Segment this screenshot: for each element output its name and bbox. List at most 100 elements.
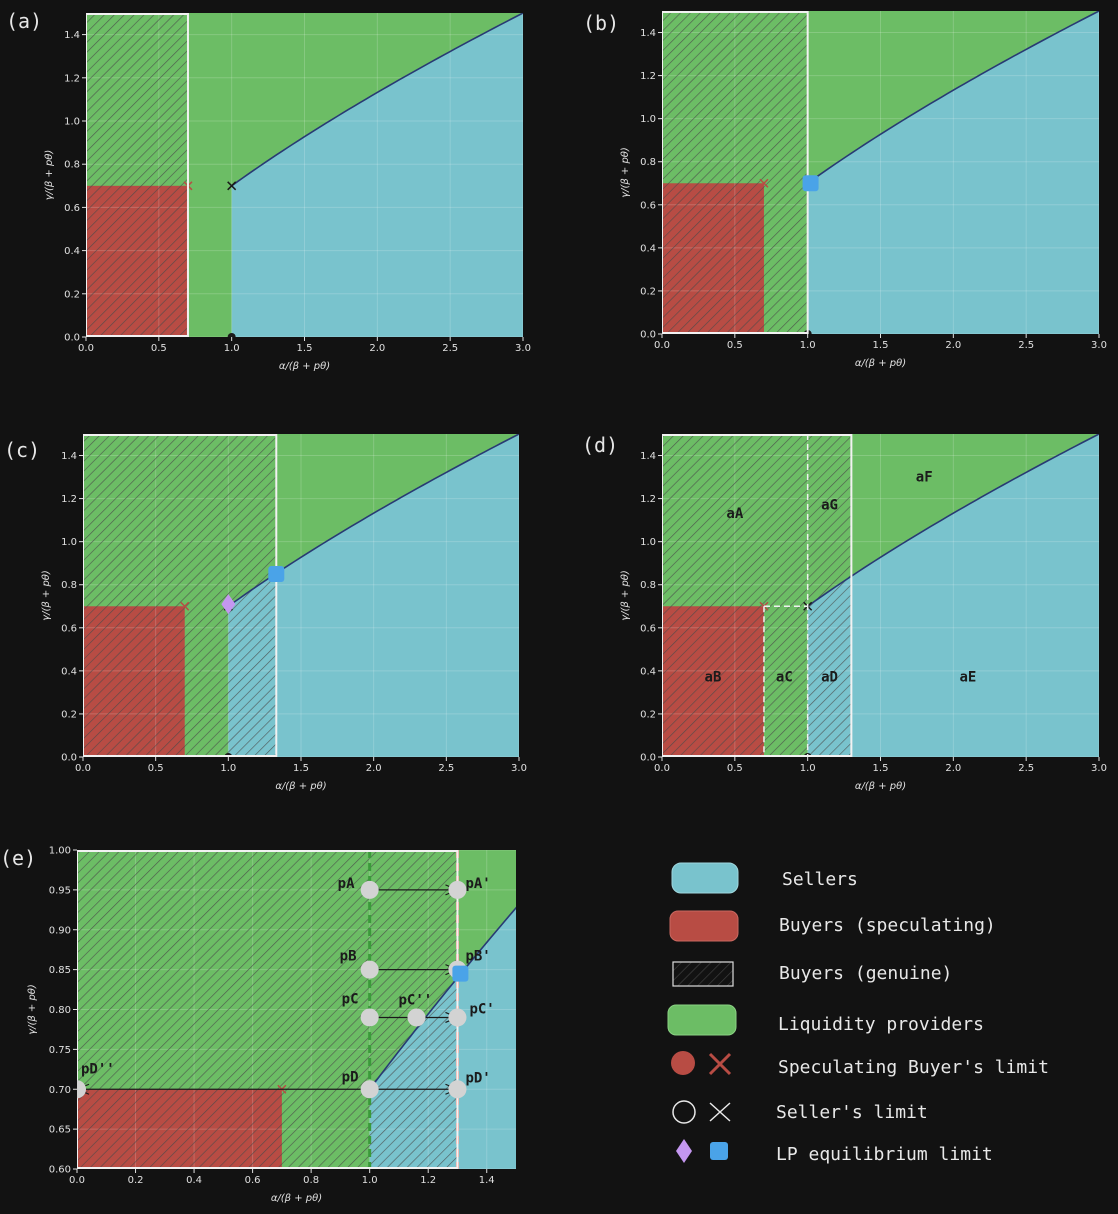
state-point [360, 1080, 379, 1099]
state-point-label: pB' [465, 949, 490, 965]
legend-label-speculating-buyer-limit: Speculating Buyer's limit [778, 1057, 1049, 1078]
x-tick-label: 1.5 [873, 340, 889, 351]
legend-swatch-buyers-genuine [672, 961, 734, 987]
x-tick-label: 1.0 [800, 340, 816, 351]
legend-swatch-sellers [671, 862, 739, 894]
state-point [448, 880, 467, 899]
y-tick-label: 1.4 [64, 30, 80, 41]
legend-label-buyers-genuine: Buyers (genuine) [779, 963, 952, 984]
x-tick-label: 2.0 [945, 340, 961, 351]
seller-lp-boundary-line [231, 13, 523, 187]
state-point [360, 1008, 379, 1027]
x-tick-label: 0.0 [654, 340, 670, 351]
y-tick-label: 0.70 [49, 1085, 71, 1096]
x-tick-label: 0.5 [727, 763, 743, 774]
state-point [77, 1080, 86, 1099]
y-axis-label: γ/(β + pθ) [620, 147, 631, 198]
y-tick-label: 0.95 [49, 885, 71, 896]
state-point [360, 880, 379, 899]
y-tick-label: 0.6 [640, 200, 656, 211]
state-point-label: pB [340, 949, 357, 965]
y-tick-label: 1.00 [49, 846, 71, 857]
state-point-label: pC'' [398, 992, 432, 1008]
lp-equilibrium-square [802, 175, 819, 192]
region-buyers-genuine [662, 11, 808, 334]
x-axis-label: α/(β + pθ) [279, 361, 330, 372]
y-tick-label: 0.2 [61, 709, 77, 720]
region-sellers [807, 11, 1099, 334]
y-axis-label: γ/(β + pθ) [44, 150, 55, 201]
region-buyers-genuine [77, 850, 458, 1169]
legend-seller-x-marker [709, 1102, 731, 1122]
x-axis-label: α/(β + pθ) [855, 358, 906, 369]
x-tick-label: 2.5 [1018, 340, 1034, 351]
region-sellers [807, 434, 1099, 757]
y-tick-label: 0.6 [64, 203, 80, 214]
lp-equilibrium-square [268, 565, 285, 582]
x-tick-label: 1.5 [293, 763, 309, 774]
x-tick-label: 0.5 [151, 343, 167, 354]
y-tick-label: 1.0 [64, 117, 80, 128]
y-tick-label: 0.8 [61, 580, 77, 591]
legend-label-liquidity-providers: Liquidity providers [778, 1014, 984, 1035]
y-tick-label: 1.4 [640, 451, 656, 462]
panel-label: (d) [582, 433, 618, 457]
x-tick-label: 1.0 [220, 763, 236, 774]
legend-buyer-circle-marker [671, 1051, 695, 1075]
x-tick-label: 3.0 [511, 763, 527, 774]
panel-label: (c) [4, 438, 40, 462]
buyer-limit-x-marker [180, 601, 190, 611]
y-tick-label: 1.2 [640, 494, 656, 505]
seller-limit-x-marker [227, 181, 237, 191]
y-axis-label: γ/(β + pθ) [620, 570, 631, 621]
y-tick-label: 1.2 [640, 71, 656, 82]
genuine-buyer-frame [86, 13, 189, 337]
x-tick-label: 2.0 [945, 763, 961, 774]
state-point-label: pA [338, 876, 355, 892]
x-tick-label: 2.5 [1018, 763, 1034, 774]
legend: Sellers Buyers (speculating) Buyers (gen… [667, 862, 1049, 1165]
region-label: aF [916, 469, 933, 485]
legend-swatch-liquidity-providers [667, 1004, 737, 1036]
x-tick-label: 0.2 [128, 1175, 144, 1186]
chart-panel: 0.0 0.5 1.0 1.5 2.0 2.5 3.0 0.0 0.2 0.4 0.6 0.8 1.0 1… [4, 434, 527, 792]
plot-area [86, 13, 523, 337]
x-tick-label: 1.0 [362, 1175, 378, 1186]
y-tick-label: 0.85 [49, 965, 71, 976]
plot-area [662, 434, 1099, 757]
legend-label-sellers: Sellers [782, 869, 858, 890]
legend-lp-square-marker [710, 1142, 728, 1160]
chart-panel: aA aG aF aB aC aD aE 0.0 0.5 1.0 1.5 2.0 2.5 3.0 0.0 0.… [582, 433, 1107, 792]
y-tick-label: 0.4 [64, 246, 80, 257]
x-axis-label: α/(β + pθ) [855, 781, 906, 792]
state-point-label: pC' [469, 1001, 494, 1017]
chart-panel: 0.0 0.5 1.0 1.5 2.0 2.5 3.0 0.0 0.2 0.4 0.6 0.8 1.0 1… [583, 11, 1107, 369]
genuine-buyer-frame [662, 434, 853, 757]
y-tick-label: 0.8 [640, 580, 656, 591]
plot-area [77, 850, 516, 1169]
x-tick-label: 1.4 [479, 1175, 495, 1186]
legend-label-seller-limit: Seller's limit [776, 1102, 928, 1123]
x-tick-label: 1.0 [224, 343, 240, 354]
seller-lp-boundary-line [807, 11, 1099, 184]
legend-label-lp-equilibrium-limit: LP equilibrium limit [776, 1144, 993, 1165]
y-tick-label: 0.8 [64, 160, 80, 171]
x-tick-label: 1.5 [873, 763, 889, 774]
region-label: aD [821, 670, 838, 686]
y-tick-label: 0.0 [61, 753, 77, 764]
x-axis-label: α/(β + pθ) [275, 781, 326, 792]
legend-label-buyers-speculating: Buyers (speculating) [779, 915, 996, 936]
y-tick-label: 1.4 [640, 28, 656, 39]
y-tick-label: 0.0 [640, 753, 656, 764]
panel-label: (b) [583, 11, 619, 35]
region-buyers-genuine [86, 13, 188, 337]
y-tick-label: 1.0 [640, 114, 656, 125]
x-tick-label: 0.8 [303, 1175, 319, 1186]
y-tick-label: 0.4 [640, 243, 656, 254]
x-tick-label: 3.0 [1091, 340, 1107, 351]
legend-lp-diamond-marker [676, 1139, 692, 1163]
x-tick-label: 2.5 [438, 763, 454, 774]
plot-area [83, 434, 519, 757]
x-tick-label: 2.5 [442, 343, 458, 354]
